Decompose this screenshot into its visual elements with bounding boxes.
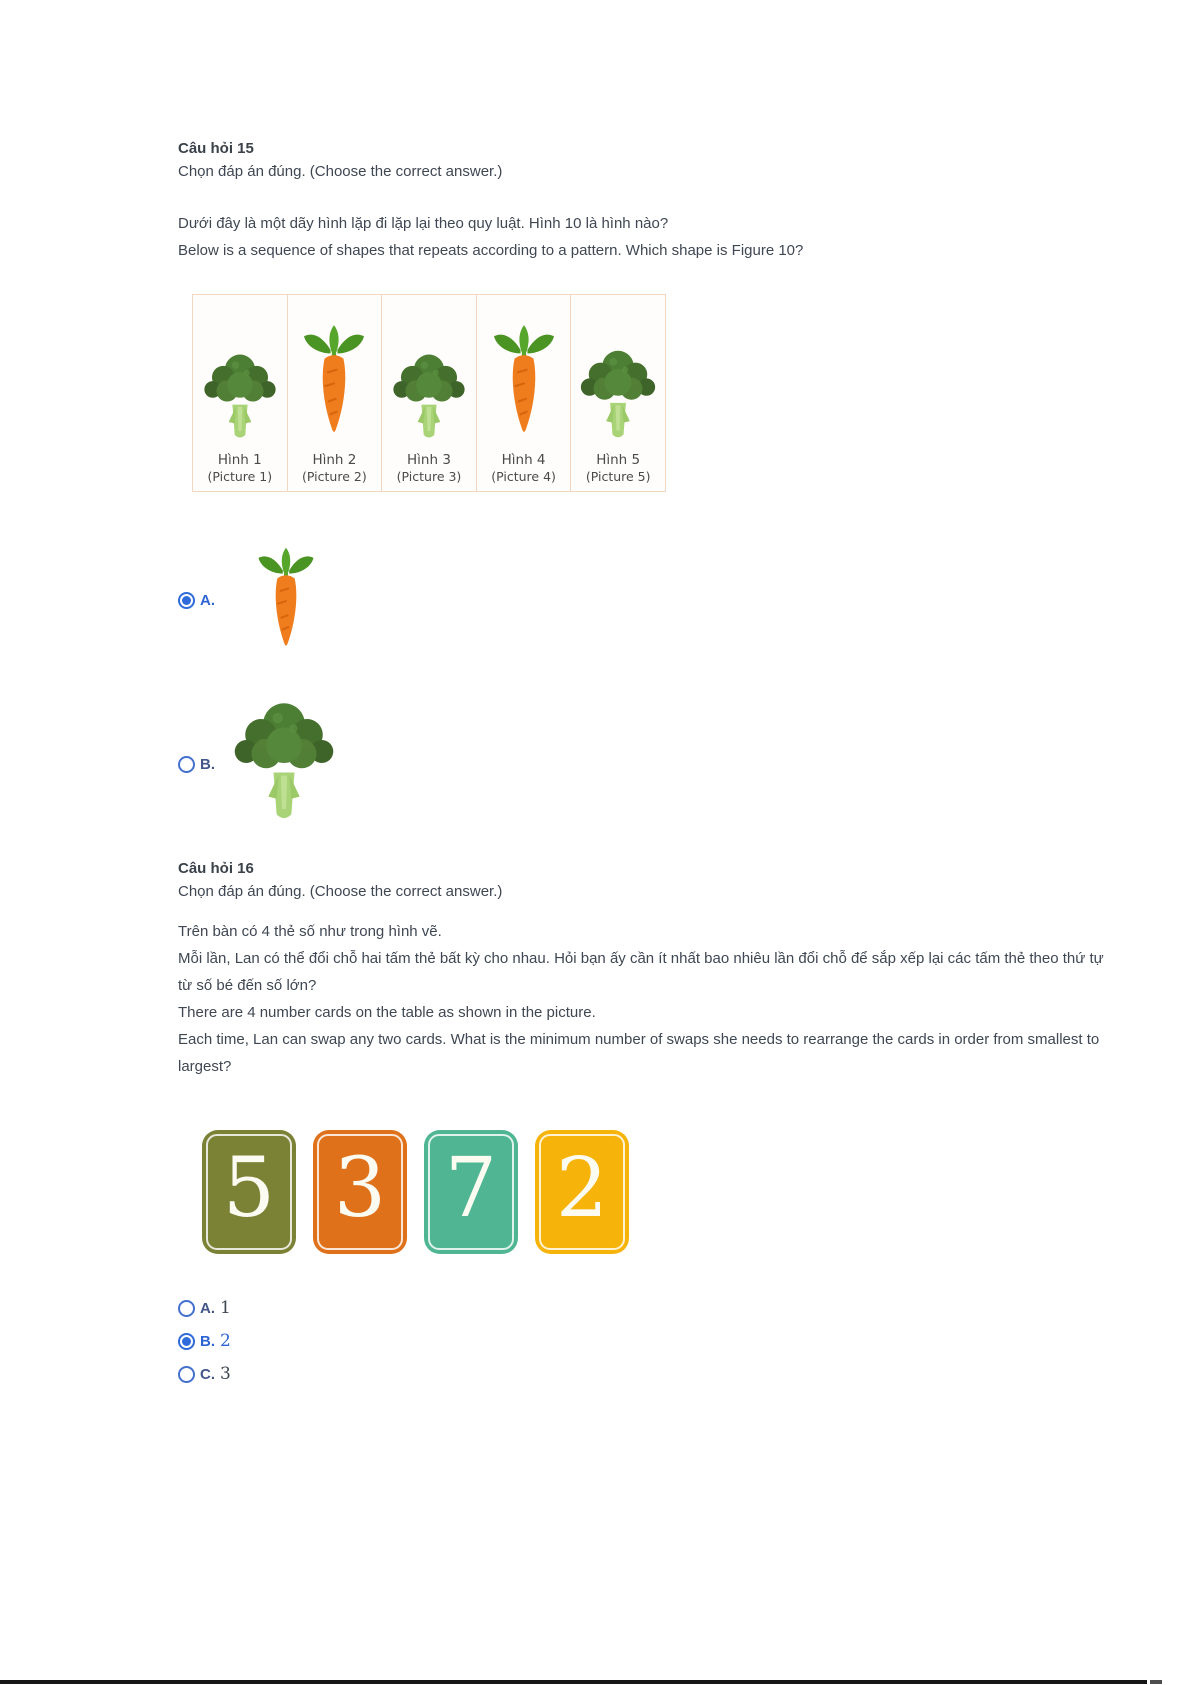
question-15-option-b[interactable]: B. [178, 697, 1118, 832]
sequence-label-vi: Hình 3 [407, 452, 451, 468]
question-16-prompt-en-2: Each time, Lan can swap any two cards. W… [178, 1031, 1100, 1075]
bottom-window-edge [0, 1680, 1147, 1684]
sequence-label-en: (Picture 4) [491, 469, 556, 484]
number-card-5: 5 [202, 1130, 296, 1254]
carrot-image [488, 303, 560, 444]
carrot-image [253, 540, 319, 661]
sequence-label-vi: Hình 1 [217, 452, 262, 468]
sequence-cell-1: Hình 1 (Picture 1) [193, 295, 288, 491]
question-16-options: A. 1 B. 2 C. 3 [178, 1298, 1118, 1384]
number-cards: 5 3 7 2 [202, 1130, 1118, 1254]
sequence-label-en: (Picture 1) [207, 469, 273, 484]
sequence-cell-2: Hình 2 (Picture 2) [288, 295, 383, 491]
broccoli-image [577, 303, 659, 444]
sequence-label-vi: Hình 4 [501, 452, 546, 468]
sequence-label-vi: Hình 5 [596, 452, 641, 468]
card-number: 2 [555, 1141, 609, 1236]
sequence-label-en: (Picture 3) [396, 469, 462, 484]
sequence-label-en: (Picture 5) [585, 469, 651, 484]
question-15-prompt-en: Below is a sequence of shapes that repea… [178, 242, 804, 259]
option-b-label: B. [200, 756, 215, 773]
option-c-value: 3 [220, 1364, 231, 1384]
question-16-prompt-vi-1: Trên bàn có 4 thẻ số như trong hình vẽ. [178, 923, 442, 940]
card-number: 3 [333, 1141, 387, 1236]
broccoli-image [231, 697, 337, 832]
question-15: Câu hỏi 15 Chọn đáp án đúng. (Choose the… [178, 138, 1118, 832]
option-b-value: 2 [220, 1331, 231, 1351]
question-16: Câu hỏi 16 Chọn đáp án đúng. (Choose the… [178, 858, 1118, 1384]
question-16-title: Câu hỏi 16 [178, 860, 254, 877]
card-number: 5 [222, 1141, 276, 1236]
number-card-2: 2 [535, 1130, 629, 1254]
radio-option-a[interactable] [178, 592, 195, 609]
question-16-prompt-en-1: There are 4 number cards on the table as… [178, 1004, 596, 1021]
radio-option-a[interactable] [178, 1299, 195, 1317]
option-b-label: B. [200, 1332, 215, 1350]
question-16-prompt-vi-2: Mỗi lần, Lan có thể đổi chỗ hai tấm thẻ … [178, 950, 1104, 994]
card-number: 7 [444, 1141, 498, 1236]
sequence-label-vi: Hình 2 [312, 452, 357, 468]
sequence-cell-3: Hình 3 (Picture 3) [382, 295, 477, 491]
option-c-label: C. [200, 1365, 215, 1383]
radio-option-b[interactable] [178, 756, 195, 773]
carrot-image [298, 303, 370, 444]
radio-option-c[interactable] [178, 1365, 195, 1383]
sequence-cell-4: Hình 4 (Picture 4) [477, 295, 572, 491]
question-16-instruction: Chọn đáp án đúng. (Choose the correct an… [178, 883, 503, 900]
bottom-window-edge-mark [1150, 1680, 1162, 1684]
option-a-value: 1 [220, 1298, 231, 1318]
question-15-prompt-vi: Dưới đây là một dãy hình lặp đi lặp lại … [178, 215, 669, 232]
question-16-option-c[interactable]: C. 3 [178, 1364, 1118, 1384]
question-16-option-b[interactable]: B. 2 [178, 1331, 1118, 1351]
broccoli-image [201, 303, 279, 444]
option-a-label: A. [200, 592, 215, 609]
pattern-sequence-table: Hình 1 (Picture 1) Hình 2 (Picture 2) Hì… [192, 294, 666, 492]
question-15-title: Câu hỏi 15 [178, 140, 254, 157]
option-a-label: A. [200, 1299, 215, 1317]
number-card-7: 7 [424, 1130, 518, 1254]
question-15-option-a[interactable]: A. [178, 540, 1118, 661]
question-16-option-a[interactable]: A. 1 [178, 1298, 1118, 1318]
sequence-cell-5: Hình 5 (Picture 5) [571, 295, 665, 491]
broccoli-image [390, 303, 468, 444]
radio-option-b[interactable] [178, 1332, 195, 1350]
quiz-page: Câu hỏi 15 Chọn đáp án đúng. (Choose the… [178, 138, 1118, 1397]
sequence-label-en: (Picture 2) [302, 469, 367, 484]
number-card-3: 3 [313, 1130, 407, 1254]
question-15-instruction: Chọn đáp án đúng. (Choose the correct an… [178, 163, 503, 180]
